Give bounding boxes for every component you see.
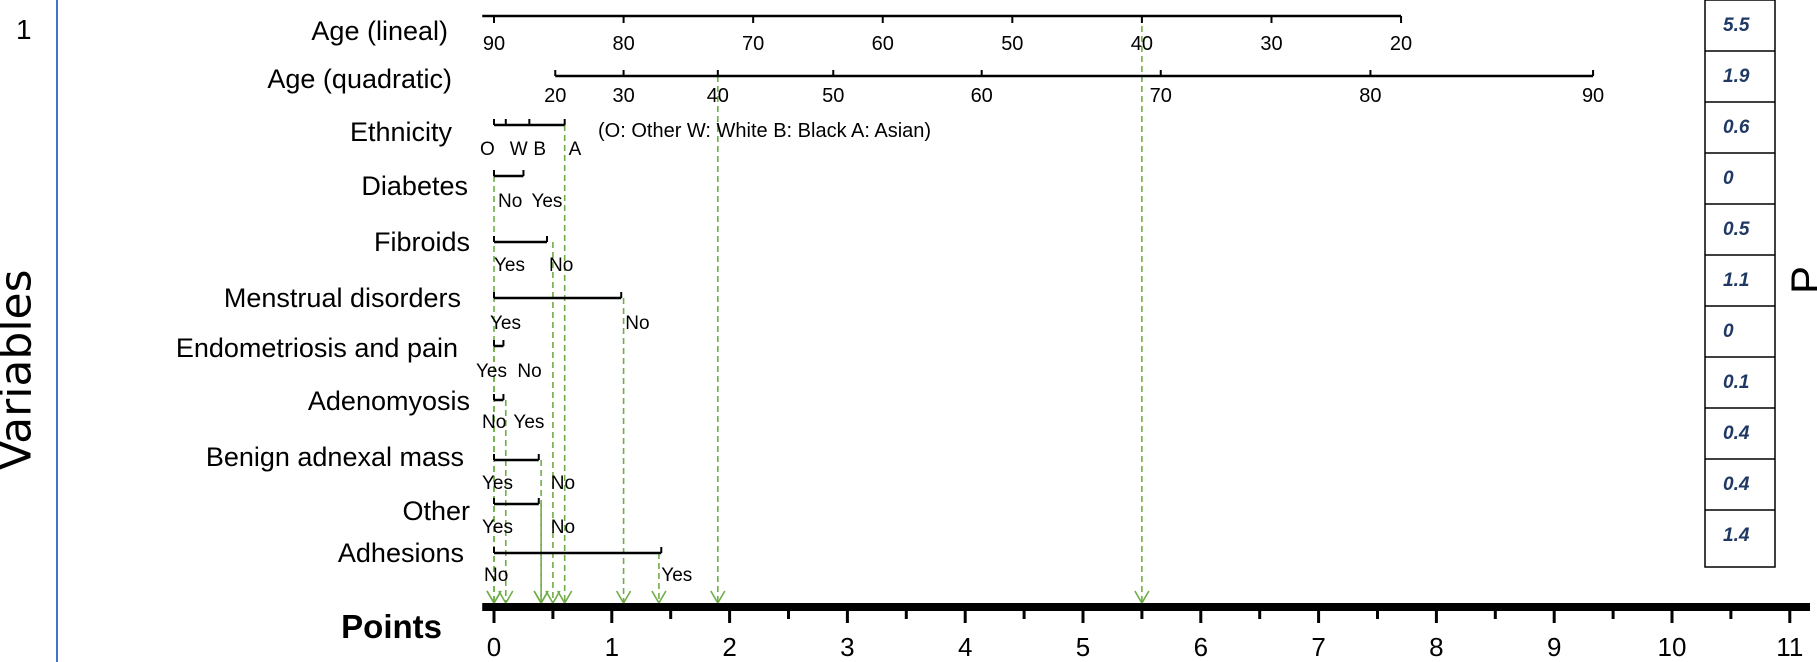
variable-name: Menstrual disorders bbox=[224, 283, 461, 313]
scale-label: Yes bbox=[482, 473, 513, 494]
right-edge-label: P bbox=[1782, 266, 1817, 294]
scale-label: 80 bbox=[612, 33, 634, 55]
margin-rule bbox=[56, 0, 58, 662]
scale-label: 60 bbox=[872, 33, 894, 55]
variable-name: Diabetes bbox=[361, 171, 468, 201]
scale-label: W bbox=[510, 139, 528, 160]
scale-label: 30 bbox=[1260, 33, 1282, 55]
table-cell: 0.1 bbox=[1723, 372, 1749, 393]
scale-label: 90 bbox=[1582, 85, 1604, 107]
scale-label: No bbox=[517, 361, 541, 382]
variable-name: Adhesions bbox=[338, 538, 464, 568]
scale-label: Yes bbox=[490, 313, 521, 334]
points-tick-label: 6 bbox=[1194, 632, 1208, 662]
scale-label: 40 bbox=[707, 85, 729, 107]
scale-label: 20 bbox=[1390, 33, 1412, 55]
table-cell: 1.4 bbox=[1723, 525, 1750, 546]
table-cell: 0.5 bbox=[1723, 219, 1750, 240]
variable-name: Age (lineal) bbox=[311, 16, 448, 46]
scale-label: No bbox=[549, 255, 573, 276]
scale-label: No bbox=[551, 517, 575, 538]
table-cell: 0 bbox=[1723, 321, 1734, 342]
scale-label: 50 bbox=[1001, 33, 1023, 55]
scale-label: No bbox=[484, 565, 508, 586]
table-cell: 0 bbox=[1723, 168, 1734, 189]
scale-label: 90 bbox=[483, 33, 505, 55]
points-axis-label: Points bbox=[341, 608, 442, 645]
scale-label: 30 bbox=[612, 85, 634, 107]
points-tick-label: 4 bbox=[958, 632, 972, 662]
scale-label: O bbox=[480, 139, 495, 160]
points-tick-label: 3 bbox=[840, 632, 854, 662]
points-tick-label: 2 bbox=[722, 632, 736, 662]
scale-label: Yes bbox=[482, 517, 513, 538]
scale-label: 70 bbox=[1150, 85, 1172, 107]
points-tick-label: 1 bbox=[605, 632, 619, 662]
variable-name: Adenomyosis bbox=[308, 386, 470, 416]
variable-name: Age (quadratic) bbox=[267, 64, 452, 94]
scale-label: Yes bbox=[531, 191, 562, 212]
scale-label: No bbox=[482, 412, 506, 433]
points-table bbox=[1704, 0, 1776, 568]
variable-name: Benign adnexal mass bbox=[206, 442, 464, 472]
legend-note: (O: Other W: White B: Black A: Asian) bbox=[598, 120, 931, 142]
table-cell: 0.4 bbox=[1723, 423, 1750, 444]
points-tick-label: 11 bbox=[1776, 632, 1803, 662]
table-cell: 1.9 bbox=[1723, 66, 1750, 87]
points-tick-label: 9 bbox=[1547, 632, 1561, 662]
table-cell: 5.5 bbox=[1723, 15, 1750, 36]
points-tick-label: 8 bbox=[1429, 632, 1443, 662]
scale-label: Yes bbox=[476, 361, 507, 382]
variable-name: Ethnicity bbox=[350, 117, 453, 147]
scale-label: Yes bbox=[494, 255, 525, 276]
scale-label: Yes bbox=[513, 412, 544, 433]
scale-label: No bbox=[498, 191, 522, 212]
scale-label: No bbox=[625, 313, 649, 334]
scale-label: 60 bbox=[971, 85, 993, 107]
scale-label: A bbox=[569, 139, 582, 160]
points-tick-label: 7 bbox=[1311, 632, 1325, 662]
points-tick-label: 0 bbox=[487, 632, 501, 662]
line-number: 1 bbox=[16, 14, 32, 45]
scale-label: B bbox=[533, 139, 546, 160]
scale-label: 50 bbox=[822, 85, 844, 107]
points-tick-label: 5 bbox=[1076, 632, 1090, 662]
variable-name: Other bbox=[402, 496, 470, 526]
scale-label: Yes bbox=[661, 565, 692, 586]
scale-label: 70 bbox=[742, 33, 764, 55]
table-cell: 0.4 bbox=[1723, 474, 1750, 495]
table-cell: 0.6 bbox=[1723, 117, 1750, 138]
scale-label: 80 bbox=[1359, 85, 1381, 107]
points-tick-label: 10 bbox=[1658, 632, 1687, 662]
variable-name: Endometriosis and pain bbox=[176, 333, 458, 363]
scale-label: 40 bbox=[1131, 33, 1153, 55]
table-cell: 1.1 bbox=[1723, 270, 1749, 291]
scale-label: 20 bbox=[544, 85, 566, 107]
scale-label: No bbox=[551, 473, 575, 494]
variable-name: Fibroids bbox=[374, 227, 470, 257]
